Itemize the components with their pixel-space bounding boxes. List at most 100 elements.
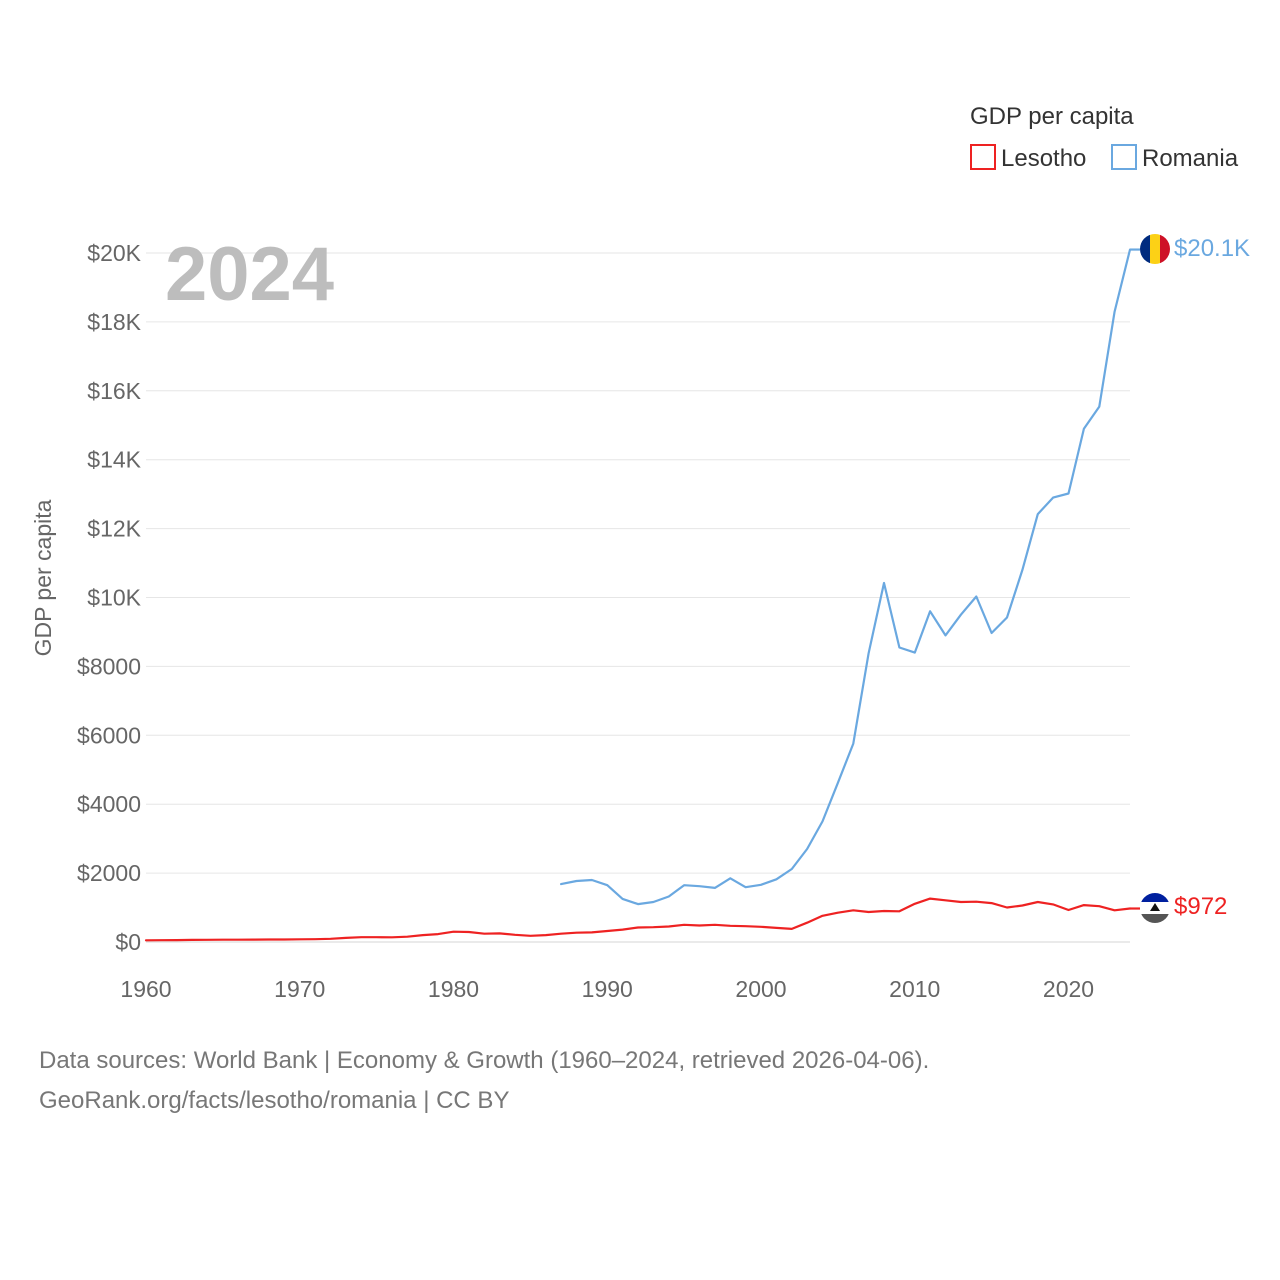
data-point-lesotho	[759, 924, 764, 929]
x-tick-label: 2000	[735, 976, 786, 1002]
year-label: 2024	[165, 232, 334, 317]
x-tick-label: 1990	[582, 976, 633, 1002]
data-point-lesotho	[682, 922, 687, 927]
data-point-lesotho	[989, 901, 994, 906]
data-point-lesotho	[251, 937, 256, 942]
data-point-lesotho	[912, 901, 917, 906]
data-point-romania	[789, 867, 794, 872]
data-point-lesotho	[482, 931, 487, 936]
end-marker-lesotho: $972	[1140, 893, 1227, 923]
data-point-romania	[989, 631, 994, 636]
data-point-romania	[728, 876, 733, 881]
y-tick-label: $2000	[77, 860, 141, 886]
x-tick-label: 2020	[1043, 976, 1094, 1002]
y-tick-label: $6000	[77, 722, 141, 748]
data-point-romania	[882, 581, 887, 586]
data-point-romania	[943, 633, 948, 638]
lesotho-flag-icon	[1140, 893, 1170, 923]
data-point-lesotho	[497, 931, 502, 936]
x-tick-label: 1980	[428, 976, 479, 1002]
data-point-lesotho	[174, 938, 179, 943]
legend-label-lesotho: Lesotho	[1001, 145, 1086, 172]
data-point-romania	[743, 885, 748, 890]
data-point-romania	[851, 741, 856, 746]
legend: GDP per capita Lesotho Romania	[970, 103, 1239, 172]
data-point-lesotho	[589, 930, 594, 935]
x-tick-label: 1970	[274, 976, 325, 1002]
data-point-romania	[958, 612, 963, 617]
data-point-romania	[559, 882, 564, 887]
data-point-lesotho	[374, 935, 379, 940]
data-point-romania	[1066, 491, 1071, 496]
data-point-lesotho	[774, 925, 779, 930]
data-point-lesotho	[559, 931, 564, 936]
end-marker-romania: $20.1K	[1140, 234, 1250, 264]
data-point-lesotho	[405, 934, 410, 939]
data-point-lesotho	[1112, 908, 1117, 913]
data-point-lesotho	[866, 910, 871, 915]
data-point-romania	[974, 594, 979, 599]
data-point-lesotho	[159, 938, 164, 943]
data-point-romania	[620, 896, 625, 901]
data-point-lesotho	[743, 924, 748, 929]
data-point-lesotho	[205, 937, 210, 942]
data-point-romania	[1051, 495, 1056, 500]
credit-link[interactable]: GeoRank.org/facts/lesotho/romania | CC B…	[39, 1087, 509, 1114]
data-point-lesotho	[928, 896, 933, 901]
data-point-romania	[589, 878, 594, 883]
data-sources-line: Data sources: World Bank | Economy & Gro…	[39, 1047, 929, 1074]
legend-label-romania: Romania	[1142, 145, 1239, 172]
data-point-lesotho	[528, 933, 533, 938]
y-tick-label: $8000	[77, 653, 141, 679]
data-point-romania	[1097, 404, 1102, 409]
data-point-romania	[1005, 615, 1010, 620]
data-point-lesotho	[897, 909, 902, 914]
y-axis-title: GDP per capita	[30, 499, 56, 656]
legend-item-romania[interactable]: Romania	[1111, 144, 1239, 172]
data-point-lesotho	[851, 908, 856, 913]
data-point-romania	[574, 879, 579, 884]
data-point-lesotho	[390, 935, 395, 940]
data-point-lesotho	[236, 937, 241, 942]
data-point-lesotho	[574, 930, 579, 935]
data-point-lesotho	[466, 930, 471, 935]
data-point-lesotho	[1051, 902, 1056, 907]
y-tick-label: $10K	[87, 585, 141, 611]
data-point-romania	[897, 645, 902, 650]
data-point-lesotho	[343, 935, 348, 940]
y-axis-ticks: $0 $2000 $4000 $6000 $8000 $10K $12K $14K $16K $1…	[77, 240, 142, 955]
data-point-lesotho	[697, 923, 702, 928]
data-point-lesotho	[313, 937, 318, 942]
data-point-romania	[636, 902, 641, 907]
data-point-romania	[605, 883, 610, 888]
data-point-lesotho	[712, 922, 717, 927]
data-point-lesotho	[620, 927, 625, 932]
romania-flag-icon	[1140, 234, 1170, 264]
data-point-romania	[928, 609, 933, 614]
legend-title: GDP per capita	[970, 103, 1134, 130]
y-tick-label: $16K	[87, 378, 141, 404]
data-point-romania	[774, 877, 779, 882]
data-point-lesotho	[805, 920, 810, 925]
data-point-romania	[1112, 309, 1117, 314]
data-point-lesotho	[220, 937, 225, 942]
data-point-romania	[712, 885, 717, 890]
legend-item-lesotho[interactable]: Lesotho	[970, 144, 1086, 172]
data-point-romania	[805, 847, 810, 852]
data-point-lesotho	[190, 937, 195, 942]
data-point-lesotho	[943, 898, 948, 903]
legend-swatch-lesotho	[970, 144, 996, 170]
data-point-lesotho	[451, 929, 456, 934]
series-line-romania	[559, 248, 1132, 906]
data-point-lesotho	[1035, 900, 1040, 905]
x-tick-label: 2010	[889, 976, 940, 1002]
data-point-romania	[912, 650, 917, 655]
data-point-lesotho	[420, 933, 425, 938]
data-point-romania	[866, 651, 871, 656]
y-tick-label: $4000	[77, 791, 141, 817]
data-point-lesotho	[328, 936, 333, 941]
y-tick-label: $18K	[87, 309, 141, 335]
data-point-romania	[651, 900, 656, 905]
data-point-romania	[835, 780, 840, 785]
